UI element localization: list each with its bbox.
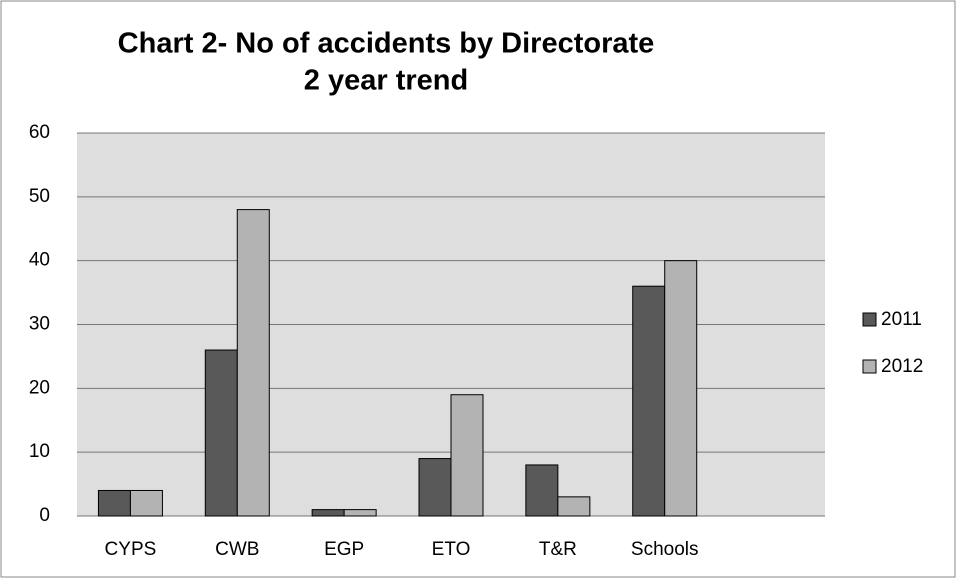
chart-title: 2 year trend [304,65,468,97]
bar [632,285,666,517]
bar [129,489,163,517]
x-tick-label: CYPS [105,539,157,560]
legend-label: 2011 [881,309,922,330]
bar [557,496,591,517]
bar [664,260,698,517]
bar [311,509,345,517]
bar [343,509,377,517]
y-tick-label: 20 [29,377,50,398]
bar [236,209,270,517]
x-tick-label: T&R [539,539,577,560]
y-tick-label: 10 [29,441,50,462]
x-tick-label: EGP [324,539,364,560]
y-tick-label: 60 [29,122,50,143]
y-tick-label: 0 [39,505,50,526]
bar [450,394,484,517]
x-tick-label: ETO [432,539,471,560]
bar [418,458,452,517]
bar [525,464,559,517]
legend-swatch [862,359,877,374]
x-tick-label: CWB [215,539,259,560]
chart-title: Chart 2- No of accidents by Directorate [118,28,655,60]
y-tick-label: 40 [29,250,50,271]
legend-label: 2012 [881,356,923,377]
bar [97,489,131,517]
y-tick-label: 30 [29,314,50,335]
y-tick-label: 50 [29,186,50,207]
x-tick-label: Schools [631,539,699,560]
bar [204,349,238,517]
legend-swatch [862,312,877,327]
